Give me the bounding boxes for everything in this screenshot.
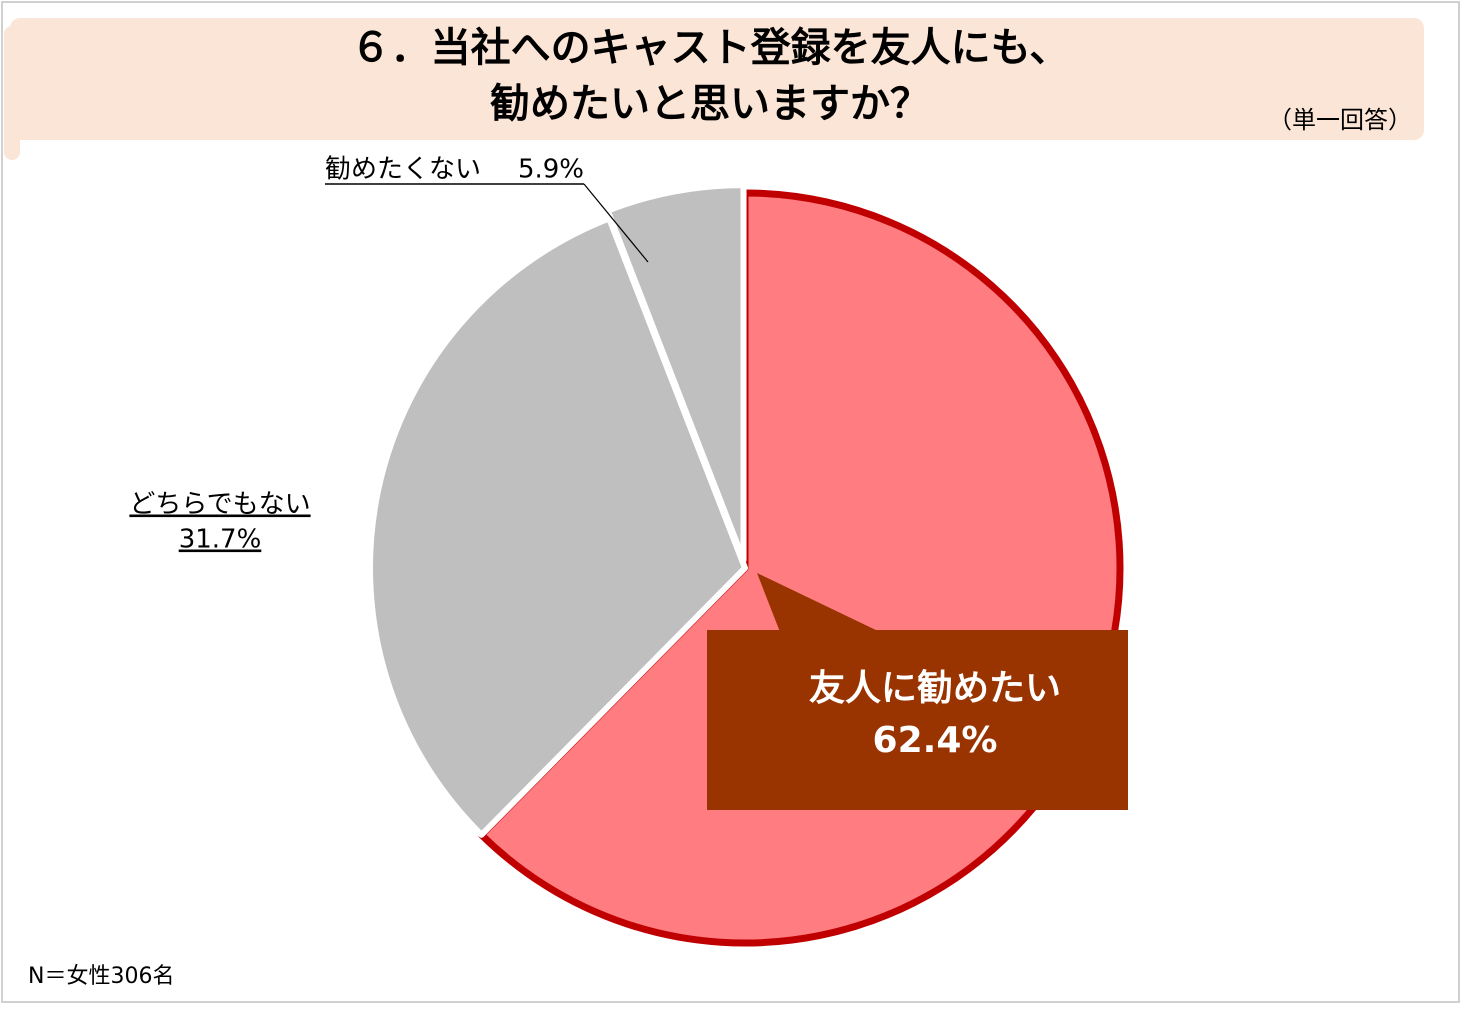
data-label: 62.4% bbox=[873, 720, 998, 761]
chart-title: ６．当社へのキャスト登録を友人にも、 bbox=[351, 25, 1070, 71]
data-label: 31.7% bbox=[179, 525, 262, 555]
title-banner bbox=[10, 18, 1424, 140]
banner-curl bbox=[4, 26, 20, 160]
leader-line bbox=[583, 183, 649, 263]
pie-slice bbox=[604, 182, 747, 564]
data-label: どちらでもない bbox=[129, 490, 310, 520]
note: N＝女性306名 bbox=[28, 964, 174, 989]
data-label: 5.9% bbox=[518, 155, 584, 185]
data-label: 勧めたくない bbox=[325, 155, 481, 185]
subtitle: （単一回答） bbox=[1268, 106, 1412, 134]
data-label: 友人に勧めたい bbox=[809, 668, 1061, 709]
pie-slice bbox=[367, 215, 748, 838]
callout-box bbox=[707, 630, 1128, 810]
chart-title: 勧めたいと思いますか？ bbox=[490, 81, 930, 127]
callout-pointer bbox=[757, 573, 880, 632]
